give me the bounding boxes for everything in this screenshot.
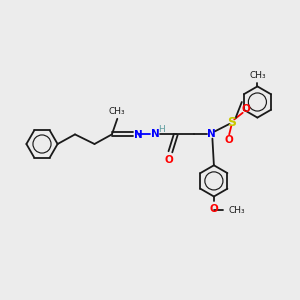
Text: N: N [151,129,160,140]
Text: O: O [209,204,218,214]
Text: S: S [227,116,236,129]
Text: O: O [241,104,250,114]
Text: O: O [224,135,233,146]
Text: CH₃: CH₃ [228,206,245,215]
Text: CH₃: CH₃ [249,71,266,80]
Text: N: N [206,129,215,140]
Text: CH₃: CH₃ [109,107,126,116]
Text: N: N [134,130,143,140]
Text: H: H [158,124,165,134]
Text: O: O [165,155,174,165]
